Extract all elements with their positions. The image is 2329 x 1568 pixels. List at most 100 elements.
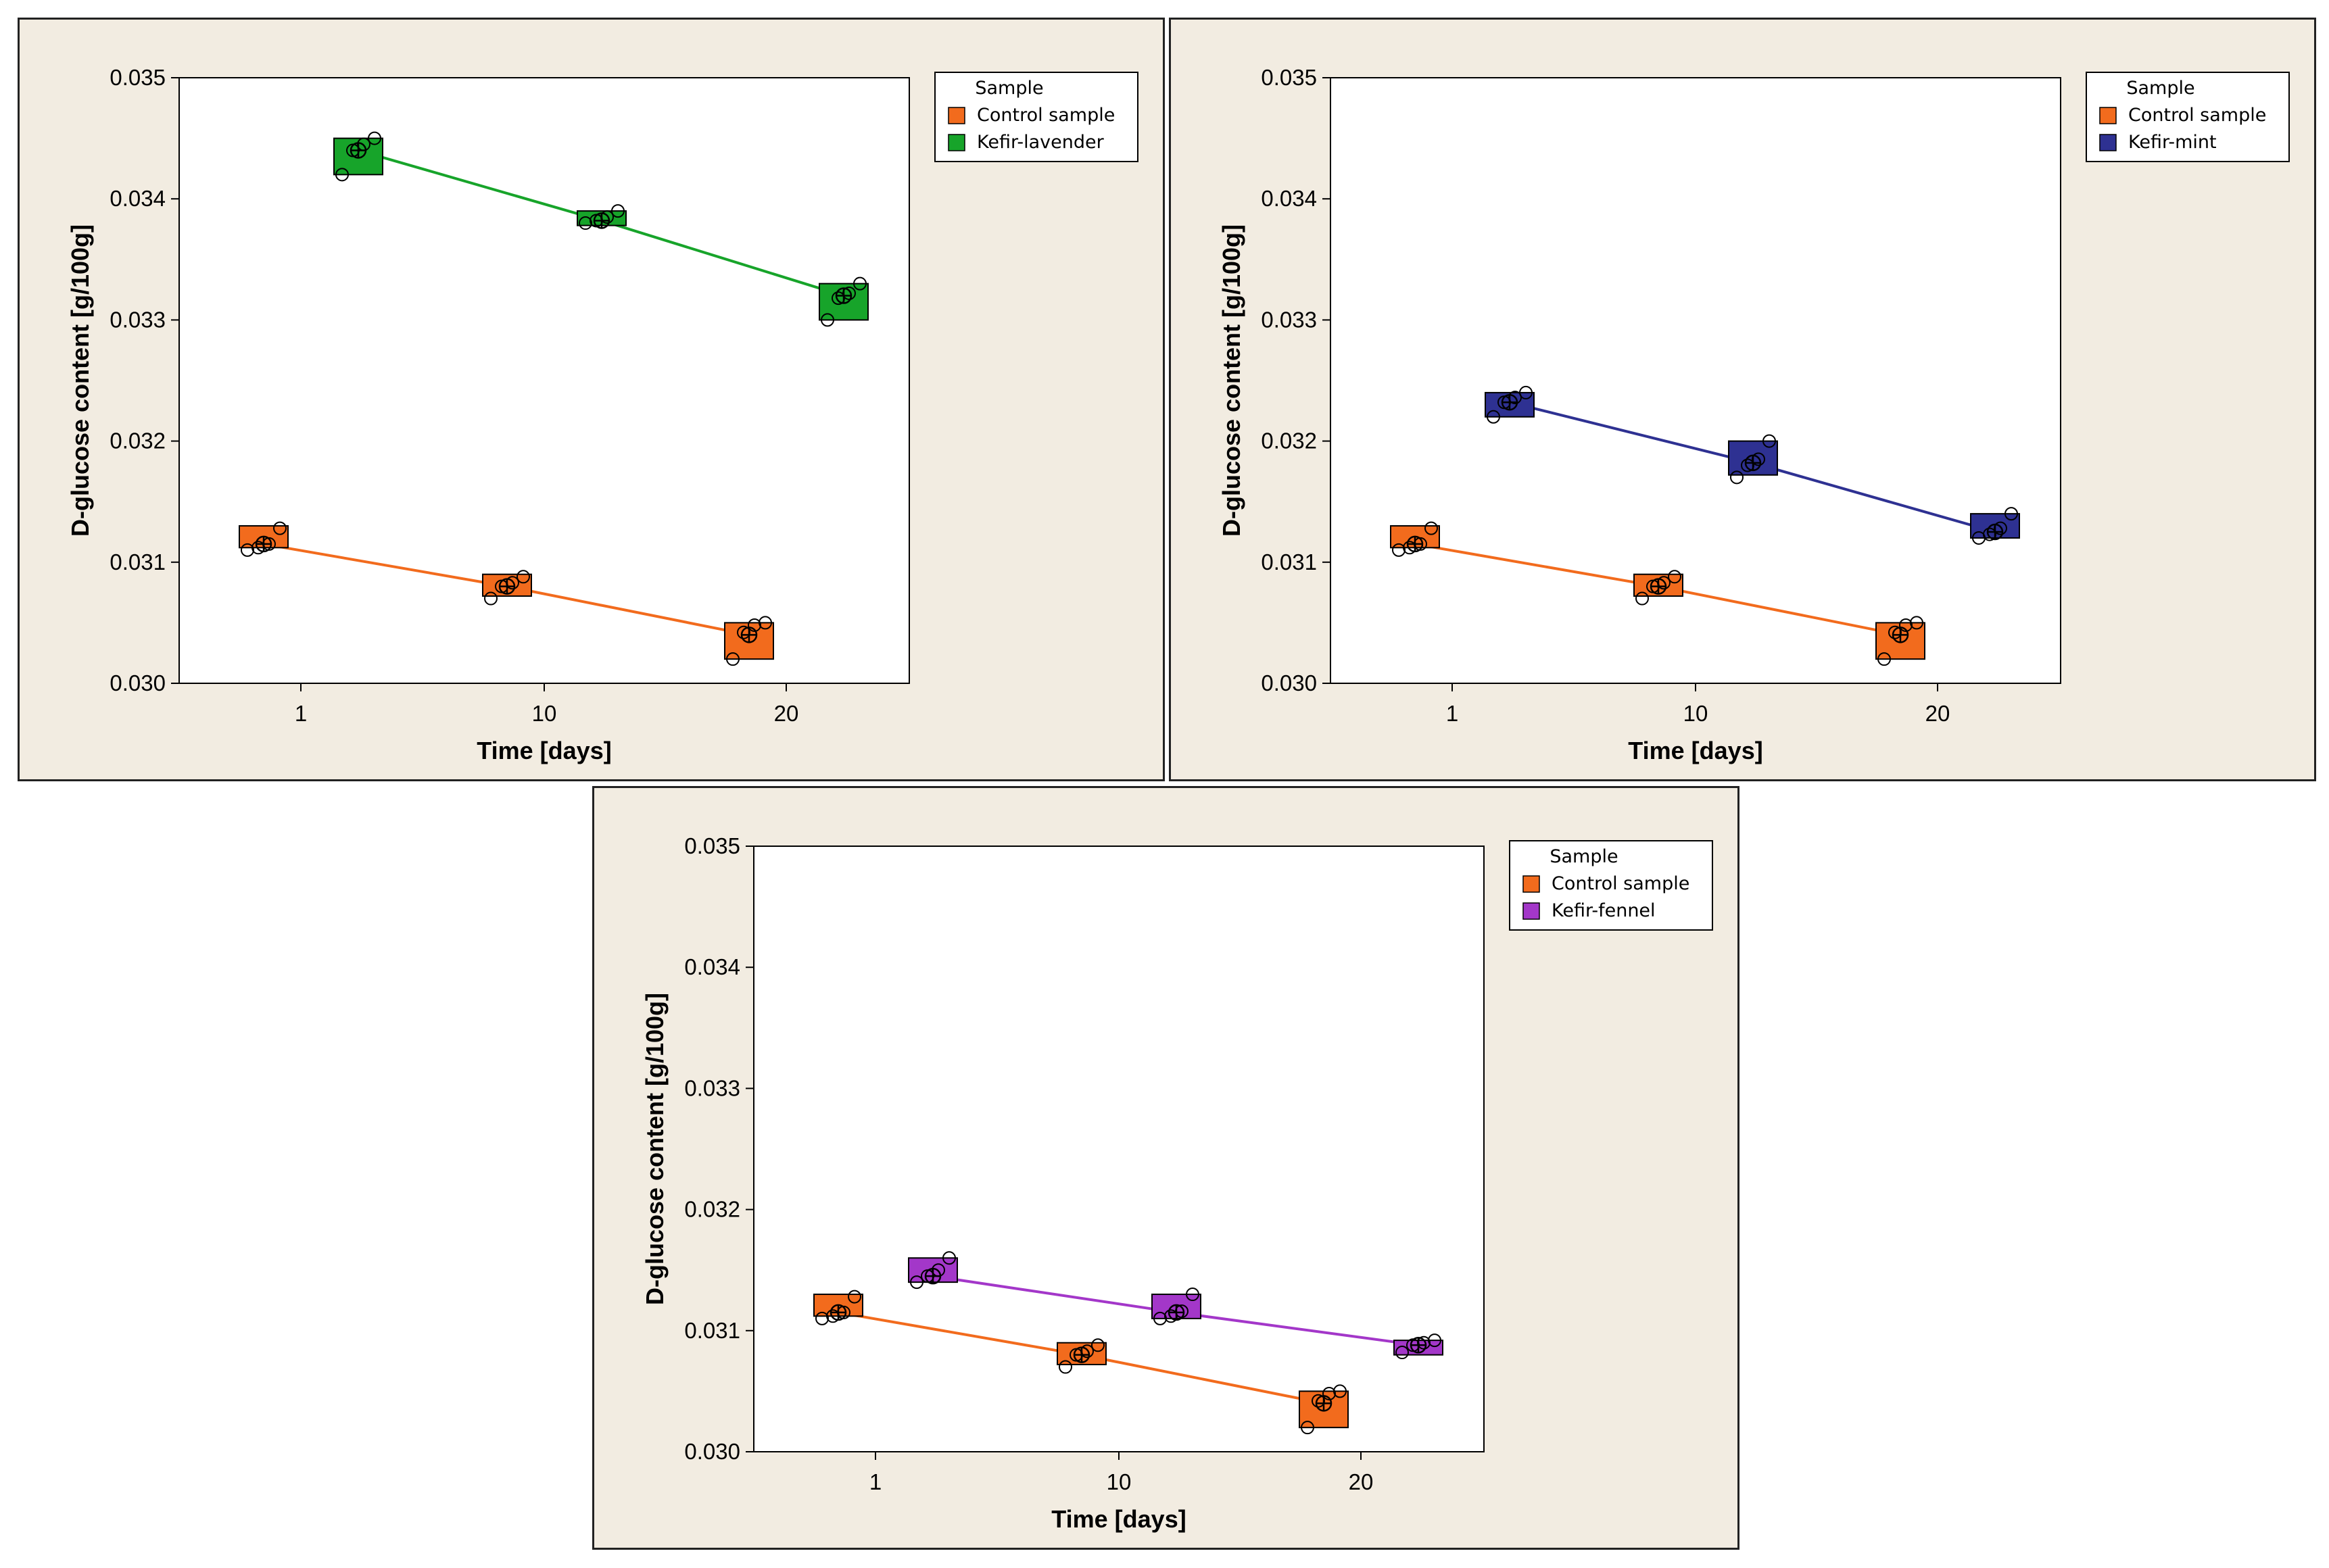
data-point	[1091, 1338, 1105, 1352]
x-axis-title: Time [days]	[1051, 1505, 1186, 1533]
x-tick-label: 20	[1349, 1469, 1374, 1494]
legend-box	[2086, 72, 2290, 162]
data-point	[821, 313, 834, 327]
y-tick-label: 0.035	[110, 65, 166, 90]
chart-panel-fennel: 0.030 0.031 0.032 0.033 0.034 0.035 1 10 20 Time …	[592, 786, 1739, 1550]
data-point	[1877, 652, 1891, 666]
y-tick-label: 0.035	[1261, 65, 1317, 90]
legend-label: Control sample	[977, 105, 1115, 126]
y-tick-label: 0.032	[1261, 428, 1317, 454]
x-tick-label: 20	[774, 701, 799, 726]
y-axis-title: D-glucose content [g/100g]	[66, 224, 94, 537]
data-point	[1910, 616, 1923, 630]
x-tick-label: 1	[295, 701, 307, 726]
data-point	[1333, 1384, 1347, 1398]
x-tick-label: 10	[532, 701, 557, 726]
y-axis-title: D-glucose content [g/100g]	[1218, 224, 1245, 537]
x-tick-label: 10	[1683, 701, 1708, 726]
x-axis-title: Time [days]	[1628, 737, 1762, 764]
data-point	[1668, 570, 1681, 584]
y-tick-label: 0.033	[1261, 307, 1317, 332]
legend-box	[1509, 840, 1713, 931]
y-tick-label: 0.034	[684, 954, 740, 979]
y-tick-label: 0.031	[110, 549, 166, 574]
data-point	[1322, 1386, 1336, 1400]
legend-swatch	[1522, 875, 1540, 893]
legend-label: Control sample	[1552, 873, 1689, 894]
data-point	[815, 1311, 829, 1325]
data-point	[579, 216, 592, 230]
chart-panel-mint: 0.030 0.031 0.032 0.033 0.034 0.035 1 10 20 Time …	[1169, 18, 2316, 781]
chart-panel-lavender: 0.030 0.031 0.032 0.033 0.034 0.035 1 10 20 Time …	[18, 18, 1165, 781]
x-tick-label: 10	[1107, 1469, 1132, 1494]
data-point	[1519, 385, 1533, 399]
data-point	[1059, 1360, 1072, 1374]
chart-fennel: 0.030 0.031 0.032 0.033 0.034 0.035 1 10 20 Time …	[641, 833, 1713, 1533]
data-point	[1392, 543, 1406, 557]
y-tick-label: 0.030	[1261, 670, 1317, 695]
y-tick-label: 0.033	[110, 307, 166, 332]
y-tick-label: 0.032	[684, 1197, 740, 1222]
y-tick-label: 0.030	[110, 670, 166, 695]
data-point	[484, 591, 498, 606]
legend-swatch	[948, 134, 965, 151]
data-point	[848, 1290, 861, 1304]
data-point	[1428, 1333, 1441, 1348]
data-point	[2004, 507, 2018, 521]
x-tick-label: 20	[1925, 701, 1950, 726]
legend-label: Control sample	[2128, 105, 2266, 126]
data-point	[1395, 1346, 1409, 1360]
y-tick-label: 0.031	[684, 1318, 740, 1343]
y-tick-label: 0.034	[1261, 186, 1317, 211]
x-tick-label: 1	[1446, 701, 1458, 726]
chart-mint: 0.030 0.031 0.032 0.033 0.034 0.035 1 10 20 Time …	[1218, 65, 2290, 764]
data-point	[368, 131, 381, 145]
plot-area	[1330, 77, 2061, 684]
legend-title: Sample	[2126, 78, 2194, 99]
data-point	[748, 618, 761, 632]
y-tick-label: 0.031	[1261, 549, 1317, 574]
legend: Sample Control sample Kefir-lavender	[934, 72, 1138, 162]
data-point	[1899, 618, 1913, 632]
legend-swatch	[2099, 107, 2117, 124]
chart-lavender: 0.030 0.031 0.032 0.033 0.034 0.035 1 10 20 Time …	[66, 65, 1138, 764]
legend-title: Sample	[1550, 846, 1618, 867]
data-point	[1301, 1421, 1314, 1435]
data-point	[1186, 1288, 1199, 1302]
data-point	[1762, 434, 1776, 448]
plot-area	[753, 846, 1485, 1452]
y-tick-label: 0.035	[684, 833, 740, 858]
data-point	[910, 1275, 923, 1290]
data-point	[335, 168, 349, 182]
data-point	[1424, 521, 1438, 535]
data-point	[1635, 591, 1649, 606]
legend: Sample Control sample Kefir-mint	[2086, 72, 2290, 162]
x-tick-label: 1	[869, 1469, 882, 1494]
data-point	[726, 652, 740, 666]
legend-swatch	[948, 107, 965, 124]
legend-swatch	[2099, 134, 2117, 151]
y-tick-label: 0.032	[110, 428, 166, 454]
y-axis-title: D-glucose content [g/100g]	[641, 993, 669, 1305]
data-point	[759, 616, 772, 630]
data-point	[1153, 1311, 1167, 1325]
y-tick-label: 0.034	[110, 186, 166, 211]
data-point	[273, 521, 287, 535]
data-point	[517, 570, 530, 584]
y-tick-label: 0.033	[684, 1075, 740, 1100]
legend: Sample Control sample Kefir-fennel	[1509, 840, 1713, 931]
data-point	[1487, 410, 1500, 424]
x-axis-title: Time [days]	[477, 737, 611, 764]
plot-area	[178, 77, 910, 684]
legend-label: Kefir-mint	[2128, 132, 2217, 153]
legend-title: Sample	[975, 78, 1043, 99]
data-point	[942, 1251, 956, 1265]
legend-box	[934, 72, 1138, 162]
legend-swatch	[1522, 902, 1540, 920]
legend-label: Kefir-lavender	[977, 132, 1105, 153]
legend-label: Kefir-fennel	[1552, 900, 1656, 921]
y-tick-label: 0.030	[684, 1439, 740, 1464]
data-point	[1730, 470, 1744, 485]
data-point	[611, 204, 625, 218]
data-point	[241, 543, 254, 557]
